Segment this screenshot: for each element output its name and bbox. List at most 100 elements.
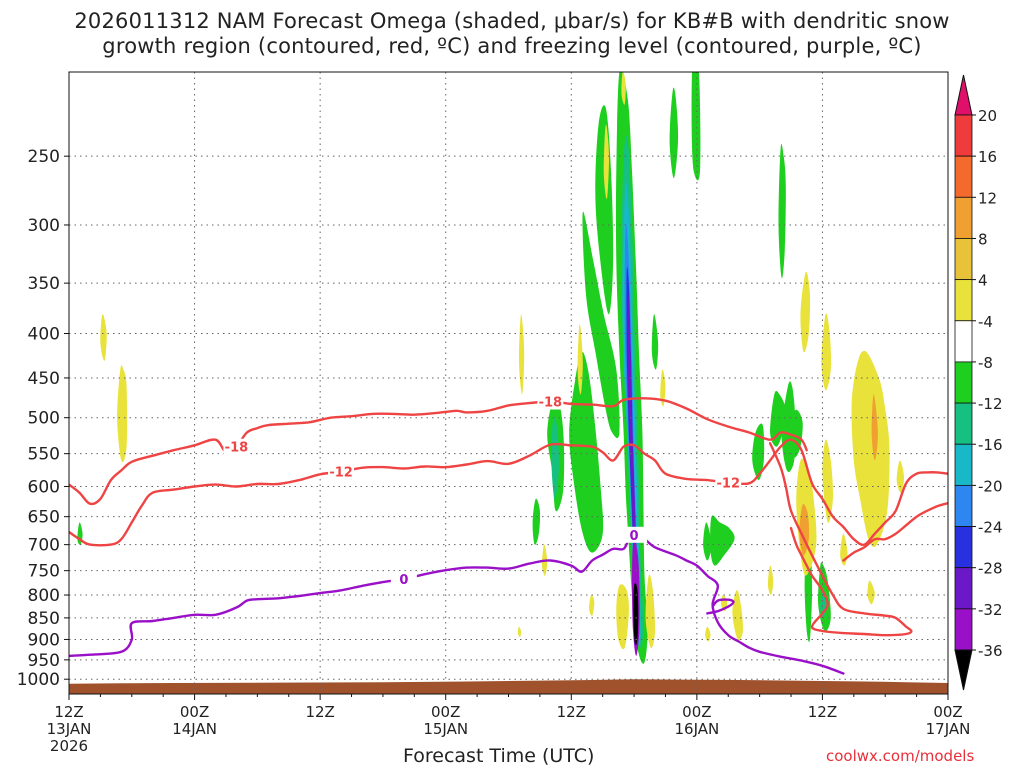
- colorbar-bin-12: [954, 608, 973, 651]
- omega-region-26: [660, 369, 666, 407]
- chart-title-line-1: 2026011312 NAM Forecast Omega (shaded, μ…: [74, 9, 950, 33]
- x-tick-label-24-1: 12Z: [305, 703, 334, 721]
- colorbar-bin-6: [954, 361, 973, 404]
- contour-label-0-0: -18: [225, 441, 249, 456]
- omega-region-7: [691, 72, 701, 181]
- omega-region-24: [589, 594, 595, 616]
- contour-4: [69, 533, 845, 675]
- x-tick-label-60-2: 16JAN: [674, 720, 719, 738]
- x-tick-label-0-2: 13JAN: [47, 720, 92, 738]
- contour-0: [69, 397, 808, 506]
- y-axis: 2503003504004505005506006507007508008509…: [17, 147, 69, 690]
- colorbar-label-10: -24: [978, 519, 1003, 537]
- y-tick-label-250: 250: [28, 147, 60, 167]
- plot-area: [69, 72, 948, 694]
- y-tick-label-950: 950: [28, 651, 60, 671]
- y-tick-label-600: 600: [28, 477, 60, 497]
- y-tick-label-900: 900: [28, 630, 60, 650]
- omega-region-4: [582, 211, 620, 439]
- omega-region-38: [767, 565, 774, 596]
- colorbar-bin-11: [954, 567, 973, 610]
- colorbar-bin-9: [954, 484, 973, 527]
- contour-label-1-1: -12: [717, 477, 741, 492]
- omega-region-35: [821, 313, 832, 391]
- y-tick-label-500: 500: [28, 409, 60, 429]
- omega-region-39: [851, 350, 890, 548]
- omega-region-27: [616, 584, 629, 650]
- contour-label-bg-4-0: [390, 571, 417, 588]
- x-tick-label-12-2: 14JAN: [172, 720, 217, 738]
- omega-region-28: [645, 574, 656, 649]
- x-tick-label-48-1: 12Z: [557, 703, 586, 721]
- contour-label-0-1: -18: [539, 396, 563, 411]
- y-tick-label-450: 450: [28, 369, 60, 389]
- omega-region-29: [621, 72, 626, 105]
- colorbar-bin-7: [954, 402, 973, 445]
- colorbar-bin-8: [954, 443, 973, 486]
- colorbar-label-9: -20: [978, 477, 1003, 495]
- x-tick-label-84-1: 00Z: [933, 703, 962, 721]
- omega-region-46: [551, 416, 559, 500]
- colorbar-label-1: 16: [978, 148, 997, 166]
- x-tick-label-12-1: 00Z: [180, 703, 209, 721]
- colorbar-label-4: 4: [978, 272, 988, 290]
- omega-region-41: [867, 580, 875, 605]
- contour-1: [69, 438, 948, 547]
- omega-region-13: [778, 144, 786, 279]
- colorbar-label-7: -12: [978, 395, 1003, 413]
- omega-region-30: [517, 626, 522, 638]
- terrain-fill: [69, 679, 948, 694]
- colorbar-label-5: -4: [978, 313, 993, 331]
- contour-label-bg-0-1: [537, 393, 564, 410]
- credit-link[interactable]: coolwx.com/models: [826, 747, 975, 765]
- omega-region-2: [569, 351, 604, 553]
- x-tick-label-36-1: 00Z: [431, 703, 460, 721]
- omega-shading: [77, 72, 905, 664]
- omega-region-42: [896, 460, 905, 493]
- contour-label-bg-1-0: [328, 463, 355, 480]
- colorbar-label-2: 12: [978, 189, 997, 207]
- x-tick-label-84-2: 17JAN: [926, 720, 971, 738]
- colorbar-label-13: -36: [978, 642, 1003, 660]
- colorbar-label-6: -8: [978, 354, 993, 372]
- y-tick-label-700: 700: [28, 536, 60, 556]
- x-tick-label-0-1: 12Z: [54, 703, 83, 721]
- y-tick-label-850: 850: [28, 609, 60, 629]
- colorbar-bottom-arrow: [954, 649, 973, 691]
- x-tick-label-72-1: 12Z: [808, 703, 837, 721]
- omega-region-6: [669, 87, 679, 179]
- contour-label-bg-4-1: [621, 526, 648, 543]
- omega-region-20: [117, 365, 128, 463]
- contour-3: [842, 501, 948, 562]
- colorbar-label-3: 8: [978, 230, 988, 248]
- y-tick-label-400: 400: [28, 325, 60, 345]
- omega-region-25: [603, 124, 610, 200]
- omega-region-1: [532, 498, 541, 545]
- omega-region-17: [703, 522, 712, 561]
- contour-5: [706, 598, 735, 615]
- omega-region-44: [871, 394, 878, 461]
- colorbar-bin-5: [954, 320, 973, 363]
- y-tick-label-550: 550: [28, 445, 60, 465]
- omega-region-19: [100, 314, 107, 361]
- x-tick-label-36-2: 15JAN: [423, 720, 468, 738]
- colorbar-bin-3: [954, 238, 973, 281]
- contour-2: [768, 442, 913, 637]
- x-axis-title: Forecast Time (UTC): [403, 745, 595, 767]
- temperature-contours: -18 -18 -12 -12 0 0: [69, 393, 948, 675]
- omega-region-31: [732, 590, 743, 641]
- x-tick-label-60-1: 00Z: [682, 703, 711, 721]
- colorbar-top-arrow: [954, 74, 973, 116]
- colorbar-bin-1: [954, 155, 973, 198]
- omega-region-34: [800, 271, 811, 353]
- colorbar: 20 16 12 8 4 -4 -8 -12 -16 -20 -24 -28 -32 -36: [954, 74, 1003, 691]
- contour-label-bg-0-0: [223, 438, 250, 455]
- terrain-ground: [69, 679, 948, 694]
- chart-title-line-2: growth region (contoured, red, ºC) and f…: [102, 34, 922, 58]
- colorbar-bin-2: [954, 196, 973, 239]
- y-tick-label-750: 750: [28, 562, 60, 582]
- omega-region-33: [705, 626, 711, 642]
- colorbar-bin-4: [954, 279, 973, 322]
- colorbar-bin-0: [954, 114, 973, 157]
